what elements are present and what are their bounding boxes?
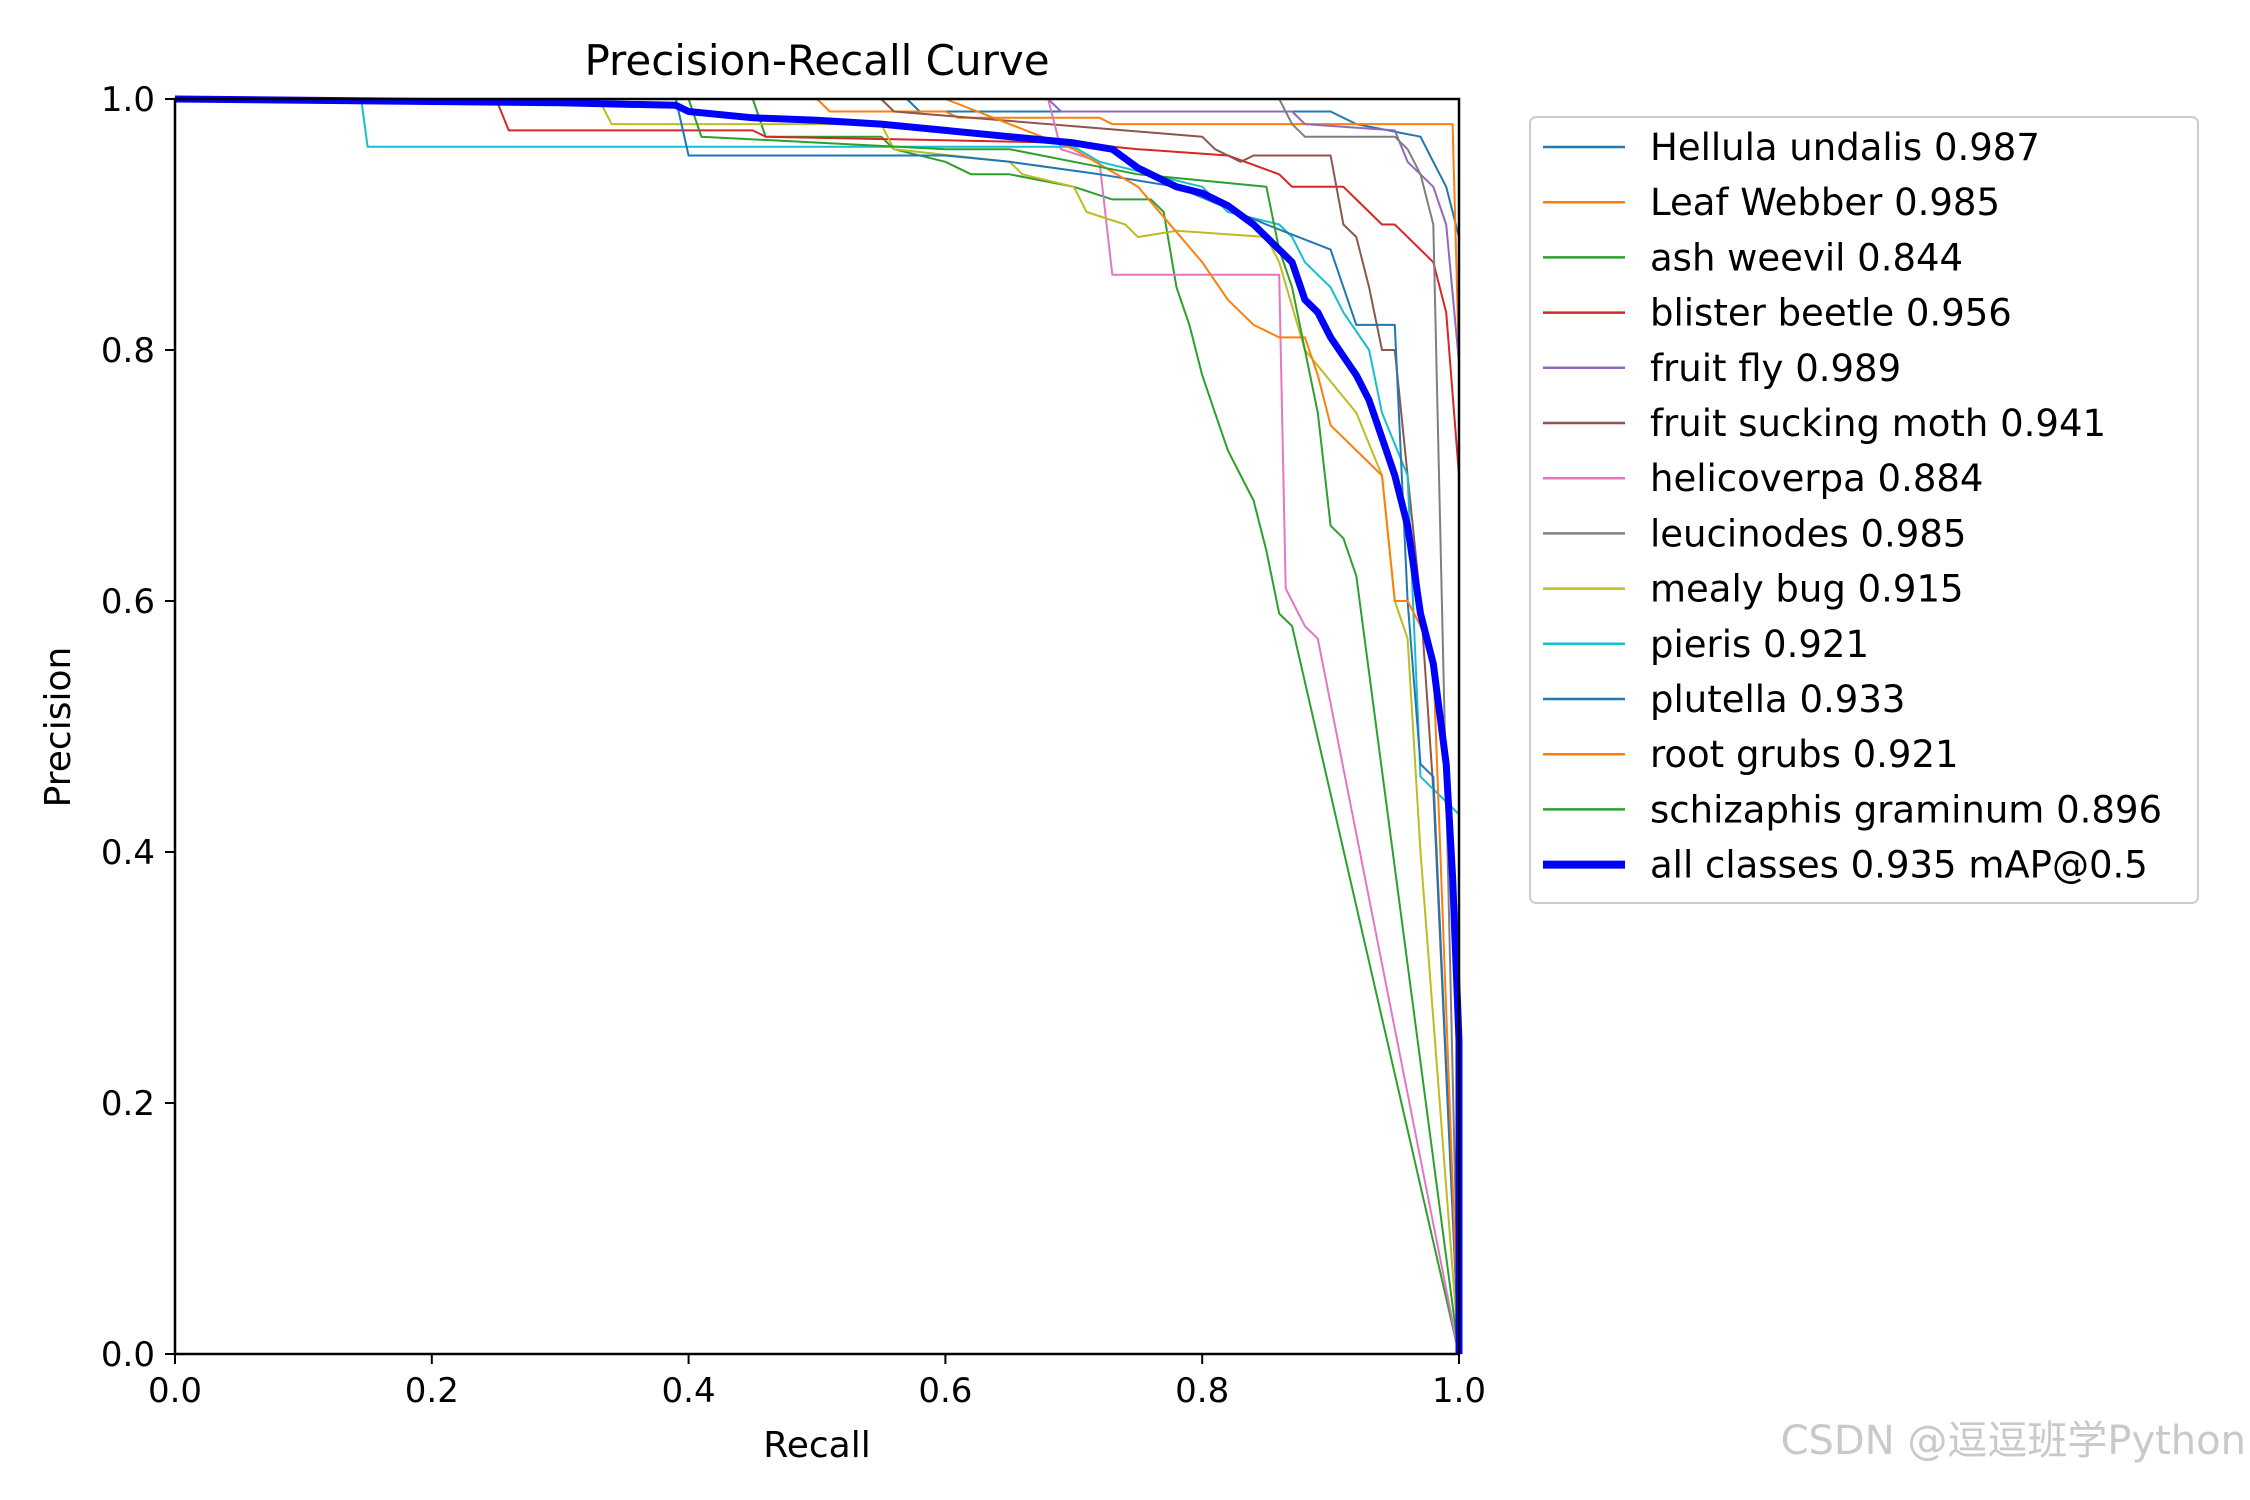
y-tick-label: 0.8 bbox=[101, 331, 155, 371]
legend-label-9: pieris 0.921 bbox=[1650, 623, 1869, 666]
legend: Hellula undalis 0.987 Leaf Webber 0.985 as… bbox=[1543, 126, 2162, 887]
legend-label-5: fruit sucking moth 0.941 bbox=[1650, 402, 2106, 445]
series-line-11 bbox=[175, 98, 1460, 1355]
y-tick-label: 0.4 bbox=[101, 833, 155, 873]
y-tick-label: 0.6 bbox=[101, 582, 155, 622]
series-line-8 bbox=[175, 98, 1460, 1355]
chart-title: Precision-Recall Curve bbox=[584, 36, 1049, 85]
legend-label-0: Hellula undalis 0.987 bbox=[1650, 126, 2040, 169]
legend-box bbox=[1529, 116, 2199, 904]
series-line-1 bbox=[175, 98, 1460, 1354]
series-line-9 bbox=[175, 98, 1460, 1354]
y-tick-label: 0.2 bbox=[101, 1084, 155, 1124]
series-line-5 bbox=[175, 98, 1460, 1355]
x-tick-label: 0.8 bbox=[1175, 1371, 1229, 1411]
series-line-7 bbox=[175, 98, 1460, 1355]
series-line-13 bbox=[174, 95, 1463, 1354]
x-tick-label: 1.0 bbox=[1432, 1371, 1486, 1411]
x-tick-label: 0.0 bbox=[148, 1371, 202, 1411]
y-axis-title: Precision bbox=[38, 647, 79, 808]
watermark: CSDN @逗逗班学Python bbox=[1780, 1418, 2246, 1464]
series-line-6 bbox=[175, 98, 1460, 1355]
series-line-4 bbox=[175, 98, 1460, 1354]
y-axis: 0.0 0.2 0.4 0.6 0.8 1.0 bbox=[101, 80, 175, 1375]
x-axis: 0.0 0.2 0.4 0.6 0.8 1.0 bbox=[148, 1354, 1486, 1411]
legend-label-7: leucinodes 0.985 bbox=[1650, 512, 1966, 555]
legend-label-11: root grubs 0.921 bbox=[1650, 733, 1959, 776]
legend-label-6: helicoverpa 0.884 bbox=[1650, 457, 1983, 500]
x-axis-title: Recall bbox=[763, 1425, 870, 1466]
y-tick-label: 0.0 bbox=[101, 1335, 155, 1375]
plot-lines bbox=[174, 95, 1463, 1355]
series-line-10 bbox=[175, 98, 1460, 1355]
legend-label-8: mealy bug 0.915 bbox=[1650, 568, 1964, 611]
series-line-12 bbox=[175, 98, 1460, 1355]
series-line-3 bbox=[175, 98, 1460, 1354]
legend-label-12: schizaphis graminum 0.896 bbox=[1650, 788, 2162, 831]
legend-label-10: plutella 0.933 bbox=[1650, 678, 1905, 721]
legend-label-13: all classes 0.935 mAP@0.5 bbox=[1650, 844, 2148, 887]
legend-label-2: ash weevil 0.844 bbox=[1650, 236, 1963, 279]
y-tick-label: 1.0 bbox=[101, 80, 155, 120]
legend-label-1: Leaf Webber 0.985 bbox=[1650, 181, 2000, 224]
plot-frame bbox=[173, 97, 1461, 1356]
x-tick-label: 0.2 bbox=[405, 1371, 459, 1411]
series-line-2 bbox=[175, 98, 1460, 1355]
x-tick-label: 0.4 bbox=[662, 1371, 716, 1411]
x-tick-label: 0.6 bbox=[918, 1371, 972, 1411]
legend-label-3: blister beetle 0.956 bbox=[1650, 292, 2012, 335]
legend-label-4: fruit fly 0.989 bbox=[1650, 347, 1901, 390]
series-line-0 bbox=[175, 98, 1460, 1354]
